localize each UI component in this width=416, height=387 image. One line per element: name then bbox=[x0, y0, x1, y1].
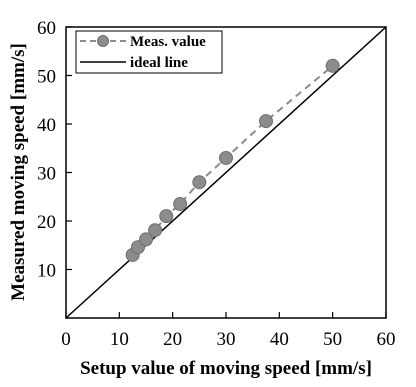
y-tick-label: 10 bbox=[37, 261, 56, 282]
meas-data-point bbox=[139, 232, 153, 247]
x-tick-label: 60 bbox=[377, 329, 396, 350]
y-tick-label: 60 bbox=[37, 18, 56, 39]
series-layer bbox=[65, 26, 387, 319]
legend-ideal-label: ideal line bbox=[130, 55, 188, 71]
meas-data-point bbox=[219, 150, 233, 165]
legend-meas-label: Meas. value bbox=[130, 34, 206, 50]
x-tick-label: 40 bbox=[270, 329, 289, 350]
x-tick-label: 10 bbox=[110, 329, 129, 350]
x-tick-label: 0 bbox=[61, 329, 71, 350]
meas-data-point bbox=[192, 175, 207, 190]
x-tick-label: 20 bbox=[163, 329, 182, 350]
y-axis-title: Measured moving speed [mm/s] bbox=[8, 43, 29, 301]
y-tick-label: 50 bbox=[37, 67, 56, 88]
y-tick-label: 20 bbox=[37, 212, 56, 233]
meas-data-point bbox=[148, 223, 163, 238]
meas-series-line bbox=[131, 65, 334, 256]
meas-data-point bbox=[259, 114, 273, 129]
ideal-line bbox=[65, 26, 387, 319]
ticks-layer: 0 10 20 30 40 50 60 10 20 30 40 50 60 bbox=[37, 18, 396, 350]
meas-data-point bbox=[159, 209, 174, 224]
legend: Meas. value ideal line bbox=[75, 30, 223, 74]
meas-data-point bbox=[173, 197, 188, 212]
x-tick-label: 30 bbox=[217, 329, 236, 350]
y-tick-label: 30 bbox=[37, 164, 56, 185]
x-axis-title: Setup value of moving speed [mm/s] bbox=[80, 358, 372, 379]
legend-meas-marker bbox=[97, 35, 109, 47]
x-tick-label: 50 bbox=[323, 329, 342, 350]
meas-data-point bbox=[325, 58, 340, 73]
y-tick-label: 40 bbox=[37, 115, 56, 136]
